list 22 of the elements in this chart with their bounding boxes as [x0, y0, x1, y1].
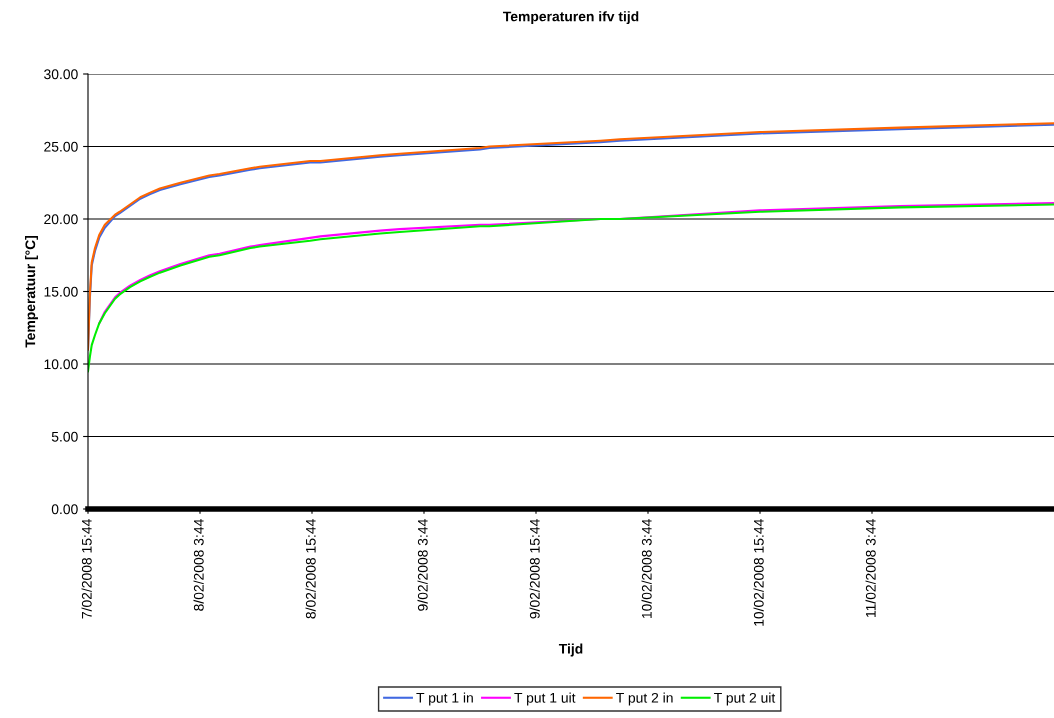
legend-label: T put 2 in [616, 692, 673, 706]
x-axis-title: Tijd [558, 643, 583, 657]
x-tick-label: 11/02/2008 3:44 [865, 519, 876, 618]
x-tick-label: 10/02/2008 15:44 [753, 519, 764, 626]
y-tick-label: 15.00 [44, 286, 78, 297]
legend-label: T put 2 uit [714, 692, 776, 706]
x-tick-label: 7/02/2008 15:44 [81, 519, 92, 619]
y-tick-label: 30.00 [44, 69, 78, 80]
y-tick-label: 20.00 [44, 214, 78, 225]
y-tick-label: 25.00 [44, 141, 78, 152]
x-tick-label: 10/02/2008 3:44 [641, 519, 652, 619]
y-tick-label: 5.00 [51, 431, 78, 442]
x-tick-label: 8/02/2008 15:44 [305, 519, 316, 619]
y-axis-title: Temperatuur [°C] [25, 236, 38, 348]
x-tick-label: 8/02/2008 3:44 [193, 519, 204, 611]
y-tick-label: 0.00 [51, 504, 78, 515]
legend-label: T put 1 in [416, 692, 473, 706]
chart-title: Temperaturen ifv tijd [502, 11, 639, 25]
legend-label: T put 1 uit [514, 692, 576, 706]
x-tick-label: 9/02/2008 15:44 [529, 519, 540, 619]
x-tick-label: 9/02/2008 3:44 [417, 519, 428, 611]
y-tick-label: 10.00 [44, 359, 78, 370]
